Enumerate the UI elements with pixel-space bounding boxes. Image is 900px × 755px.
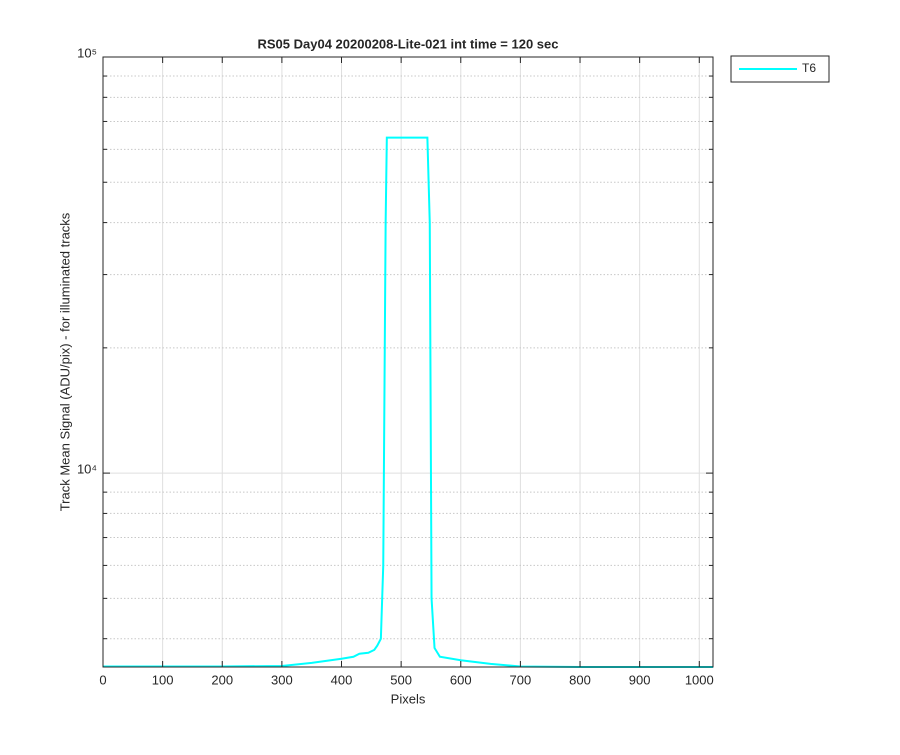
x-tick-label: 200 bbox=[211, 672, 233, 687]
x-tick-label: 800 bbox=[569, 672, 591, 687]
x-tick-label: 900 bbox=[629, 672, 651, 687]
x-tick-label: 1000 bbox=[685, 672, 714, 687]
legend-label: T6 bbox=[802, 61, 816, 75]
y-tick-label: 10⁵ bbox=[77, 45, 97, 60]
x-tick-label: 700 bbox=[510, 672, 532, 687]
x-tick-label: 300 bbox=[271, 672, 293, 687]
y-axis-label: Track Mean Signal (ADU/pix) - for illumi… bbox=[57, 212, 72, 511]
x-tick-label: 600 bbox=[450, 672, 472, 687]
x-tick-label: 100 bbox=[152, 672, 174, 687]
axes-box bbox=[102, 56, 714, 668]
x-tick-label: 400 bbox=[331, 672, 353, 687]
chart-title: RS05 Day04 20200208-Lite-021 int time = … bbox=[258, 36, 559, 51]
x-tick-label: 0 bbox=[99, 672, 106, 687]
data-line bbox=[103, 136, 713, 668]
y-tick-label: 10⁴ bbox=[77, 462, 97, 477]
x-tick-label: 500 bbox=[390, 672, 412, 687]
x-axis-label: Pixels bbox=[391, 691, 426, 706]
